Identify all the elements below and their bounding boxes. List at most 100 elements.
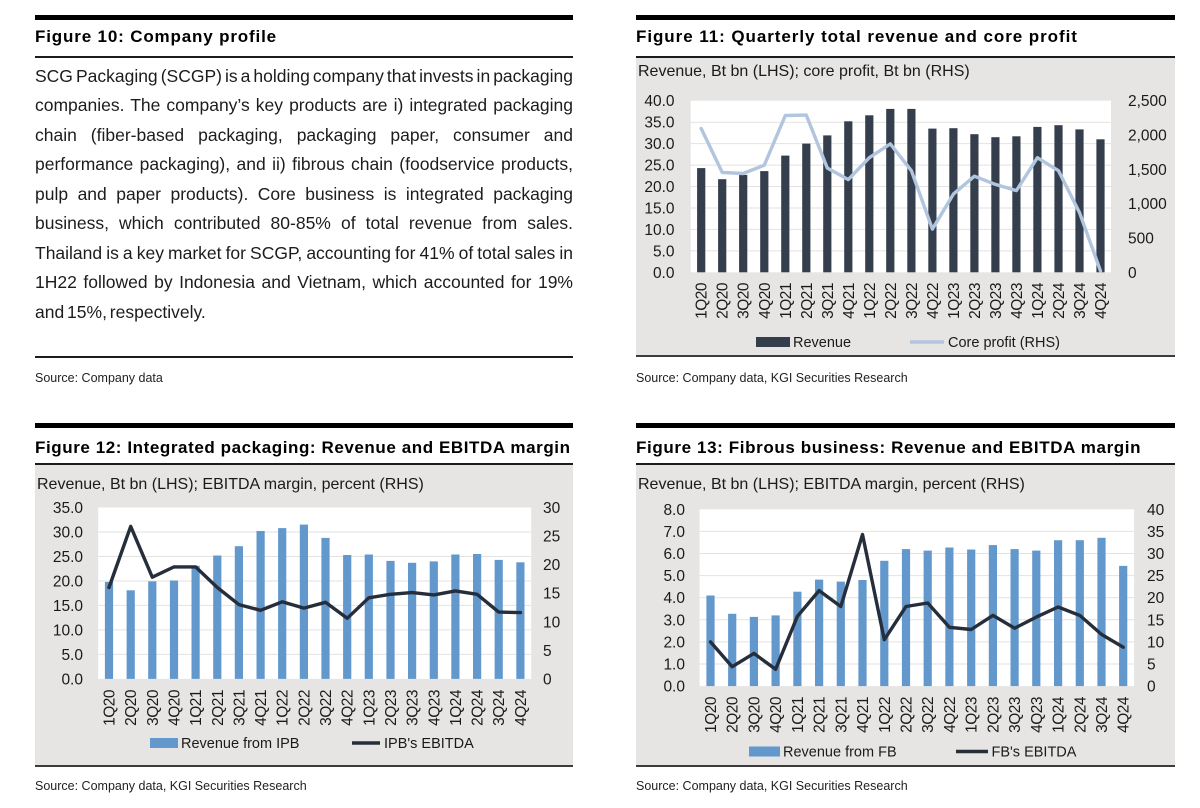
svg-text:2.0: 2.0: [663, 634, 685, 651]
svg-text:4Q23: 4Q23: [426, 690, 443, 726]
svg-text:2Q23: 2Q23: [383, 690, 400, 726]
svg-text:1.0: 1.0: [663, 656, 685, 673]
svg-text:2Q20: 2Q20: [715, 282, 732, 319]
svg-text:4Q22: 4Q22: [925, 283, 942, 319]
svg-text:25: 25: [543, 528, 560, 545]
svg-text:2Q22: 2Q22: [296, 690, 313, 726]
svg-text:4Q21: 4Q21: [841, 283, 858, 319]
svg-text:25.0: 25.0: [53, 549, 84, 566]
svg-text:0.0: 0.0: [663, 678, 685, 695]
svg-text:3Q22: 3Q22: [920, 697, 937, 733]
svg-text:1,000: 1,000: [1128, 196, 1167, 213]
svg-text:2,000: 2,000: [1128, 128, 1167, 145]
svg-text:4Q23: 4Q23: [1009, 283, 1026, 319]
svg-text:0.0: 0.0: [653, 265, 675, 282]
svg-text:3Q24: 3Q24: [491, 689, 508, 726]
svg-text:3Q23: 3Q23: [988, 283, 1005, 319]
svg-text:15: 15: [1147, 612, 1164, 629]
svg-text:8.0: 8.0: [663, 501, 685, 518]
svg-text:10.0: 10.0: [53, 622, 84, 639]
svg-text:5: 5: [1147, 656, 1156, 673]
svg-text:10.0: 10.0: [644, 222, 675, 239]
svg-text:2Q21: 2Q21: [799, 283, 816, 319]
svg-text:1Q23: 1Q23: [946, 283, 963, 319]
svg-text:Revenue: Revenue: [793, 335, 851, 351]
svg-text:3Q22: 3Q22: [318, 690, 335, 726]
svg-text:3Q24: 3Q24: [1094, 696, 1111, 733]
svg-text:0: 0: [543, 671, 552, 688]
svg-text:1Q21: 1Q21: [790, 697, 807, 733]
svg-text:1Q20: 1Q20: [694, 282, 711, 319]
svg-text:15.0: 15.0: [53, 597, 84, 614]
svg-text:4.0: 4.0: [663, 590, 685, 607]
svg-text:1Q23: 1Q23: [361, 690, 378, 726]
svg-text:20.0: 20.0: [53, 573, 84, 590]
svg-text:2Q20: 2Q20: [725, 696, 742, 733]
svg-text:2Q24: 2Q24: [470, 689, 487, 726]
svg-text:5.0: 5.0: [61, 646, 83, 663]
svg-text:2Q21: 2Q21: [210, 690, 227, 726]
svg-text:2Q20: 2Q20: [123, 689, 140, 726]
svg-text:3Q24: 3Q24: [1072, 282, 1089, 319]
svg-text:3Q23: 3Q23: [1007, 697, 1024, 733]
svg-text:2,500: 2,500: [1128, 93, 1167, 110]
svg-text:FB's EBITDA: FB's EBITDA: [992, 744, 1077, 760]
svg-text:2Q22: 2Q22: [899, 697, 916, 733]
svg-text:20.0: 20.0: [644, 179, 675, 196]
svg-text:Revenue, Bt bn (LHS); core pro: Revenue, Bt bn (LHS); core profit, Bt bn…: [638, 63, 970, 80]
svg-text:0: 0: [1147, 678, 1156, 695]
svg-text:4Q20: 4Q20: [757, 282, 774, 319]
svg-text:0: 0: [1128, 265, 1137, 282]
svg-text:1Q23: 1Q23: [964, 697, 981, 733]
svg-text:1Q24: 1Q24: [1051, 696, 1068, 733]
svg-text:4Q23: 4Q23: [1029, 697, 1046, 733]
svg-text:2Q22: 2Q22: [883, 283, 900, 319]
svg-text:4Q20: 4Q20: [768, 696, 785, 733]
svg-text:IPB's EBITDA: IPB's EBITDA: [384, 736, 474, 752]
svg-text:3Q21: 3Q21: [231, 690, 248, 726]
svg-text:30.0: 30.0: [53, 524, 84, 541]
svg-text:3.0: 3.0: [663, 612, 685, 629]
svg-text:30: 30: [543, 500, 561, 517]
svg-text:4Q20: 4Q20: [167, 689, 184, 726]
svg-text:1Q20: 1Q20: [102, 689, 119, 726]
svg-text:1Q24: 1Q24: [448, 689, 465, 726]
svg-text:1Q22: 1Q22: [862, 283, 879, 319]
svg-text:500: 500: [1128, 231, 1154, 248]
svg-text:1Q20: 1Q20: [703, 696, 720, 733]
svg-text:5.0: 5.0: [653, 243, 675, 260]
svg-text:3Q20: 3Q20: [746, 696, 763, 733]
svg-text:5.0: 5.0: [663, 568, 685, 585]
svg-text:3Q20: 3Q20: [145, 689, 162, 726]
svg-text:20: 20: [543, 557, 561, 574]
svg-text:35.0: 35.0: [53, 500, 84, 517]
svg-text:1Q22: 1Q22: [877, 697, 894, 733]
svg-text:4Q24: 4Q24: [513, 689, 530, 726]
svg-text:1Q21: 1Q21: [778, 283, 795, 319]
svg-text:3Q20: 3Q20: [736, 282, 753, 319]
svg-text:2Q21: 2Q21: [812, 697, 829, 733]
svg-text:Revenue from IPB: Revenue from IPB: [181, 736, 299, 752]
svg-text:15: 15: [543, 585, 560, 602]
svg-text:25.0: 25.0: [644, 158, 675, 175]
svg-text:3Q21: 3Q21: [820, 283, 837, 319]
svg-text:3Q23: 3Q23: [405, 690, 422, 726]
svg-text:15.0: 15.0: [644, 201, 675, 218]
svg-text:25: 25: [1147, 568, 1164, 585]
svg-text:1Q24: 1Q24: [1030, 282, 1047, 319]
svg-text:4Q22: 4Q22: [942, 697, 959, 733]
svg-text:4Q24: 4Q24: [1116, 696, 1133, 733]
svg-text:3Q21: 3Q21: [833, 697, 850, 733]
svg-text:35: 35: [1147, 523, 1164, 540]
svg-text:6.0: 6.0: [663, 546, 685, 563]
svg-text:30.0: 30.0: [644, 136, 675, 153]
svg-text:7.0: 7.0: [663, 523, 685, 540]
svg-text:2Q24: 2Q24: [1072, 696, 1089, 733]
svg-text:2Q24: 2Q24: [1051, 282, 1068, 319]
svg-text:4Q21: 4Q21: [855, 697, 872, 733]
svg-text:2Q23: 2Q23: [967, 283, 984, 319]
svg-text:1Q21: 1Q21: [188, 690, 205, 726]
svg-text:1,500: 1,500: [1128, 162, 1167, 179]
svg-text:10: 10: [1147, 634, 1165, 651]
svg-text:Revenue, Bt bn (LHS); EBITDA m: Revenue, Bt bn (LHS); EBITDA margin, per…: [37, 476, 424, 493]
